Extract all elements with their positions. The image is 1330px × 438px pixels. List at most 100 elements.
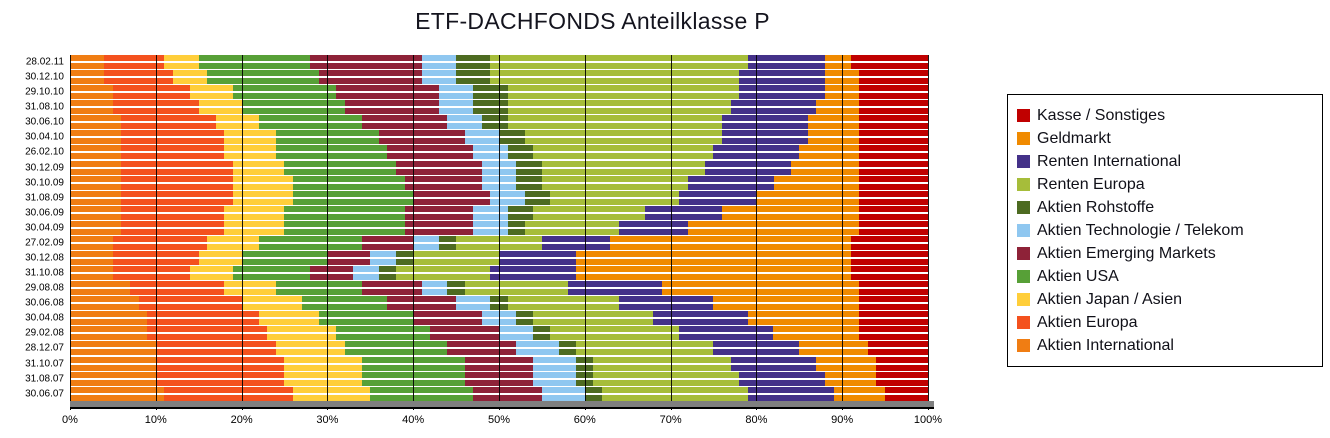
bar-segment-aktien-usa [198, 55, 311, 61]
bar-segment-kasse-sonstiges [867, 349, 928, 356]
bar-segment-renten-international [679, 190, 757, 197]
bar-segment-renten-international [541, 235, 611, 242]
bar-segment-aktien-japan-asien [284, 379, 362, 386]
bar-segment-aktien-technologie-telekom [481, 311, 517, 318]
bar-segment-renten-europa [533, 145, 714, 152]
legend-item-renten-europa: Renten Europa [1017, 173, 1316, 196]
stacked-bar [70, 304, 928, 311]
bar-segment-geldmarkt [816, 364, 877, 371]
stacked-bar [70, 168, 928, 175]
bar-segment-geldmarkt [807, 130, 860, 137]
bar-group [70, 266, 928, 281]
y-axis-label: 30.06.09 [25, 207, 64, 219]
bar-segment-aktien-japan-asien [198, 100, 242, 107]
bar-segment-aktien-usa [344, 341, 448, 348]
bar-segment-aktien-usa [275, 289, 362, 296]
chart-row: 29.02.08 [25, 326, 928, 341]
bar-segment-aktien-emerging-markets [404, 205, 474, 212]
bar-segment-aktien-technologie-telekom [421, 63, 457, 69]
bar-segment-aktien-usa [293, 175, 405, 182]
bar-segment-aktien-emerging-markets [361, 289, 422, 296]
bar-segment-renten-europa [576, 341, 714, 348]
bar-segment-kasse-sonstiges [859, 70, 928, 77]
bar-segment-renten-international [567, 289, 662, 296]
bar-segment-aktien-japan-asien [207, 235, 259, 242]
bar-segment-renten-international [739, 70, 825, 77]
bar-segment-renten-europa [413, 251, 499, 258]
bar-segment-aktien-japan-asien [190, 85, 233, 92]
bar-segment-kasse-sonstiges [850, 243, 928, 250]
bar-segment-geldmarkt [790, 168, 860, 175]
bar-segment-aktien-technologie-telekom [456, 296, 491, 303]
bar-segment-renten-international [498, 259, 577, 266]
bar-segment-aktien-japan-asien [241, 296, 302, 303]
bar-segment-aktien-international [70, 371, 156, 378]
bar-segment-aktien-emerging-markets [310, 63, 422, 69]
stacked-bar [70, 130, 928, 137]
bar-segment-renten-international [644, 205, 722, 212]
bar-segment-aktien-technologie-telekom [421, 78, 457, 85]
bar-segment-aktien-technologie-telekom [533, 356, 577, 363]
bar-segment-kasse-sonstiges [876, 364, 928, 371]
y-axis-label: 31.08.09 [25, 192, 64, 204]
bar-segment-kasse-sonstiges [859, 213, 928, 220]
bar-segment-aktien-usa [275, 138, 379, 145]
x-axis-label: 80% [745, 414, 768, 426]
bar-segment-aktien-international [70, 296, 139, 303]
bar-segment-aktien-emerging-markets [404, 183, 482, 190]
bar-segment-aktien-international [70, 190, 122, 197]
bar-segment-renten-europa [507, 123, 723, 130]
legend-item-geldmarkt: Geldmarkt [1017, 127, 1316, 150]
bar-segment-aktien-emerging-markets [310, 55, 422, 61]
bar-segment-aktien-europa [112, 93, 191, 100]
bar-segment-aktien-rohstoffe [516, 311, 534, 318]
bar-segment-kasse-sonstiges [867, 341, 928, 348]
y-axis-label: 30.04.10 [25, 131, 64, 143]
bar-segment-aktien-rohstoffe [378, 266, 396, 273]
stacked-bar [70, 296, 928, 303]
stacked-bar [70, 85, 928, 92]
bar-segment-aktien-emerging-markets [413, 198, 491, 205]
bar-segment-aktien-usa [233, 85, 336, 92]
bar-segment-renten-europa [524, 138, 723, 145]
bar-segment-aktien-usa [293, 190, 414, 197]
bar-segment-aktien-japan-asien [233, 198, 294, 205]
bar-segment-kasse-sonstiges [859, 168, 928, 175]
bar-segment-renten-international [713, 145, 800, 152]
legend-swatch-icon [1017, 224, 1030, 237]
bar-segment-aktien-international [70, 130, 122, 137]
bar-segment-geldmarkt [824, 85, 860, 92]
bar-segment-aktien-emerging-markets [396, 168, 482, 175]
bar-segment-aktien-rohstoffe [456, 78, 491, 85]
bar-segment-kasse-sonstiges [859, 93, 928, 100]
bar-segment-geldmarkt [756, 190, 860, 197]
bar-segment-aktien-japan-asien [224, 153, 276, 160]
bar-group [70, 160, 928, 175]
bar-segment-renten-international [653, 311, 748, 318]
bar-segment-aktien-technologie-telekom [421, 281, 448, 288]
bar-segment-aktien-rohstoffe [498, 130, 525, 137]
bar-segment-kasse-sonstiges [850, 55, 928, 61]
x-axis-label: 70% [659, 414, 682, 426]
bar-segment-aktien-europa [155, 356, 285, 363]
bar-segment-aktien-japan-asien [284, 364, 362, 371]
bar-segment-aktien-emerging-markets [404, 175, 482, 182]
bar-segment-renten-europa [490, 55, 748, 61]
legend-box: Kasse / Sonstiges Geldmarkt Renten Interna… [1007, 94, 1323, 367]
bar-segment-geldmarkt [824, 55, 851, 61]
bar-segment-aktien-international [70, 228, 122, 235]
bar-segment-renten-international [619, 296, 714, 303]
stacked-bar [70, 364, 928, 371]
bar-segment-renten-international [747, 386, 834, 393]
bar-segment-renten-international [713, 349, 800, 356]
stacked-bar [70, 311, 928, 318]
bar-segment-aktien-rohstoffe [473, 93, 508, 100]
bar-segment-aktien-usa [318, 319, 414, 326]
bar-segment-kasse-sonstiges [859, 85, 928, 92]
bar-segment-aktien-usa [293, 198, 414, 205]
bar-segment-kasse-sonstiges [859, 205, 928, 212]
bar-segment-aktien-technologie-telekom [447, 123, 482, 130]
bar-segment-aktien-emerging-markets [413, 190, 491, 197]
bar-segment-aktien-europa [155, 371, 285, 378]
legend-item-kasse-sonstiges: Kasse / Sonstiges [1017, 104, 1316, 127]
